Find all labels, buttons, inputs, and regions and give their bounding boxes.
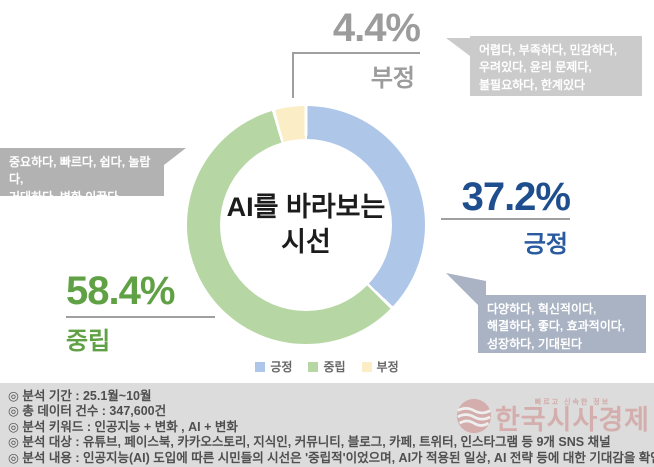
analysis-data-count: ◎ 총 데이터 건수 : 347,600건 <box>8 404 167 419</box>
publisher-logo-icon <box>456 398 492 433</box>
chart-title-line1: AI를 바라보는 <box>226 191 386 222</box>
callout-line: 해결하다, 좋다, 효과적이다, <box>487 319 626 334</box>
neutral-leader-line <box>66 316 215 318</box>
negative-label: 부정 <box>370 65 415 92</box>
negative-callout: 어렵다, 부족하다, 민감하다, 우려있다, 윤리 문제다, 불필요하다, 한계… <box>470 36 642 96</box>
legend-label-neutral: 중립 <box>323 360 346 374</box>
callout-line: 거대하다, 변화 이끌다 <box>9 189 119 204</box>
analysis-keywords: ◎ 분석 키워드 : 인공지능 + 변화 , AI + 변화 <box>8 419 238 434</box>
legend-item-neutral: 중립 <box>308 358 346 375</box>
callout-line: 불필요하다, 한계있다 <box>479 77 586 92</box>
analysis-panel: ◎ 분석 기간 : 25.1월~10월 ◎ 총 데이터 건수 : 347,600… <box>0 383 654 467</box>
negative-percentage: 4.4% <box>332 6 421 50</box>
legend-item-negative: 부정 <box>361 358 399 375</box>
callout-line: 성장하다, 기대된다 <box>487 336 582 351</box>
watermark-tagline: 빠르고 신속한 정보 <box>534 399 611 406</box>
chart-title: AI를 바라보는 시선 <box>227 190 386 260</box>
analysis-sources: ◎ 분석 대상 : 유튜브, 페이스북, 카카오스토리, 지식인, 커뮤니티, … <box>8 435 611 450</box>
watermark-name: 한국시사경제 <box>494 405 650 435</box>
neutral-percentage: 58.4% <box>66 269 175 313</box>
callout-line: 중요하다, 빠르다, 쉽다, 놀랍다, <box>9 155 151 187</box>
positive-label: 긍정 <box>523 231 568 258</box>
legend-swatch-neutral <box>308 361 319 372</box>
neutral-label: 중립 <box>66 328 111 355</box>
donut-chart: AI를 바라보는 시선 <box>187 106 425 344</box>
callout-line: 어렵다, 부족하다, 민감하다, <box>479 43 618 57</box>
donut-chart-center: AI를 바라보는 시선 <box>220 139 392 311</box>
analysis-summary: ◎ 분석 내용 : 인공지능(AI) 도입에 따른 시민들의 시선은 '중립적'… <box>8 450 654 465</box>
positive-callout: 다양하다, 혁신적이다, 해결하다, 좋다, 효과적이다, 성장하다, 기대된다 <box>478 295 646 353</box>
callout-line: 우려있다, 윤리 문제다, <box>479 60 592 75</box>
legend-item-positive: 긍정 <box>255 358 292 375</box>
legend-label-positive: 긍정 <box>270 360 293 374</box>
chart-legend: 긍정 중립 부정 <box>0 358 654 375</box>
positive-percentage: 37.2% <box>461 175 571 219</box>
chart-title-line2: 시선 <box>281 227 331 257</box>
publisher-watermark: 빠르고 신속한 정보 한국시사경제 <box>456 397 650 434</box>
analysis-period: ◎ 분석 기간 : 25.1월~10월 <box>8 389 152 403</box>
neutral-callout: 중요하다, 빠르다, 쉽다, 놀랍다, 거대하다, 변화 이끌다 <box>0 148 164 204</box>
negative-leader-line-vertical <box>292 52 294 98</box>
positive-leader-line <box>441 218 570 220</box>
legend-swatch-positive <box>255 361 266 372</box>
callout-line: 다양하다, 혁신적이다, <box>487 302 597 316</box>
legend-label-negative: 부정 <box>376 360 399 374</box>
negative-leader-line <box>292 52 420 54</box>
legend-swatch-negative <box>361 361 372 372</box>
